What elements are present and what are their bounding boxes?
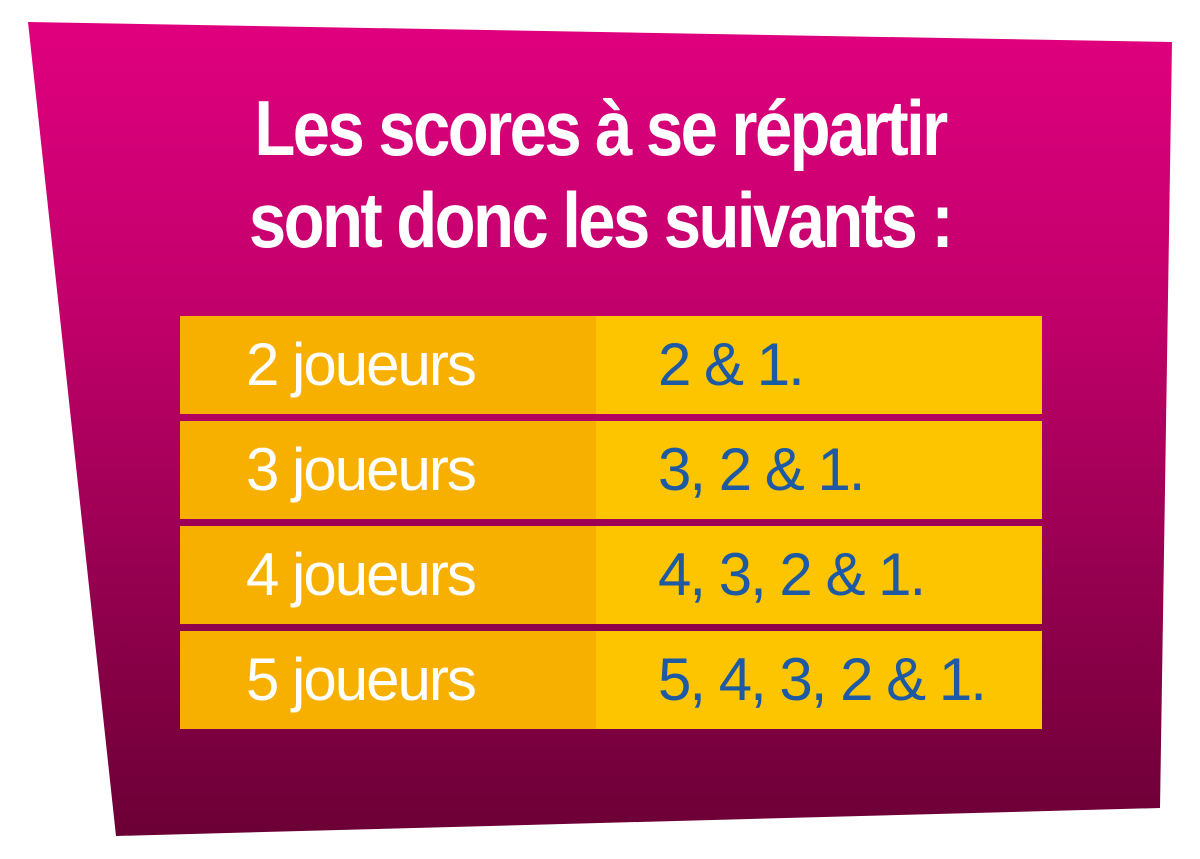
scores-cell: 5, 4, 3, 2 & 1. [596, 631, 1042, 729]
scores-cell: 3, 2 & 1. [596, 421, 1042, 519]
heading-line-1: Les scores à se répartir [254, 84, 948, 172]
scores-cell: 2 & 1. [596, 316, 1042, 414]
table-row: 2 joueurs 2 & 1. [180, 316, 1042, 414]
scores-table: 2 joueurs 2 & 1. 3 joueurs 3, 2 & 1. 4 j… [180, 316, 1042, 729]
players-count-cell: 2 joueurs [180, 316, 596, 414]
table-row: 3 joueurs 3, 2 & 1. [180, 421, 1042, 519]
players-count-cell: 4 joueurs [180, 526, 596, 624]
scores-cell: 4, 3, 2 & 1. [596, 526, 1042, 624]
heading-line-2: sont donc les suivants : [248, 176, 954, 264]
table-row: 4 joueurs 4, 3, 2 & 1. [180, 526, 1042, 624]
players-count-cell: 5 joueurs [180, 631, 596, 729]
players-count-cell: 3 joueurs [180, 421, 596, 519]
table-row: 5 joueurs 5, 4, 3, 2 & 1. [180, 631, 1042, 729]
heading: Les scores à se répartir sont donc les s… [170, 82, 1030, 266]
